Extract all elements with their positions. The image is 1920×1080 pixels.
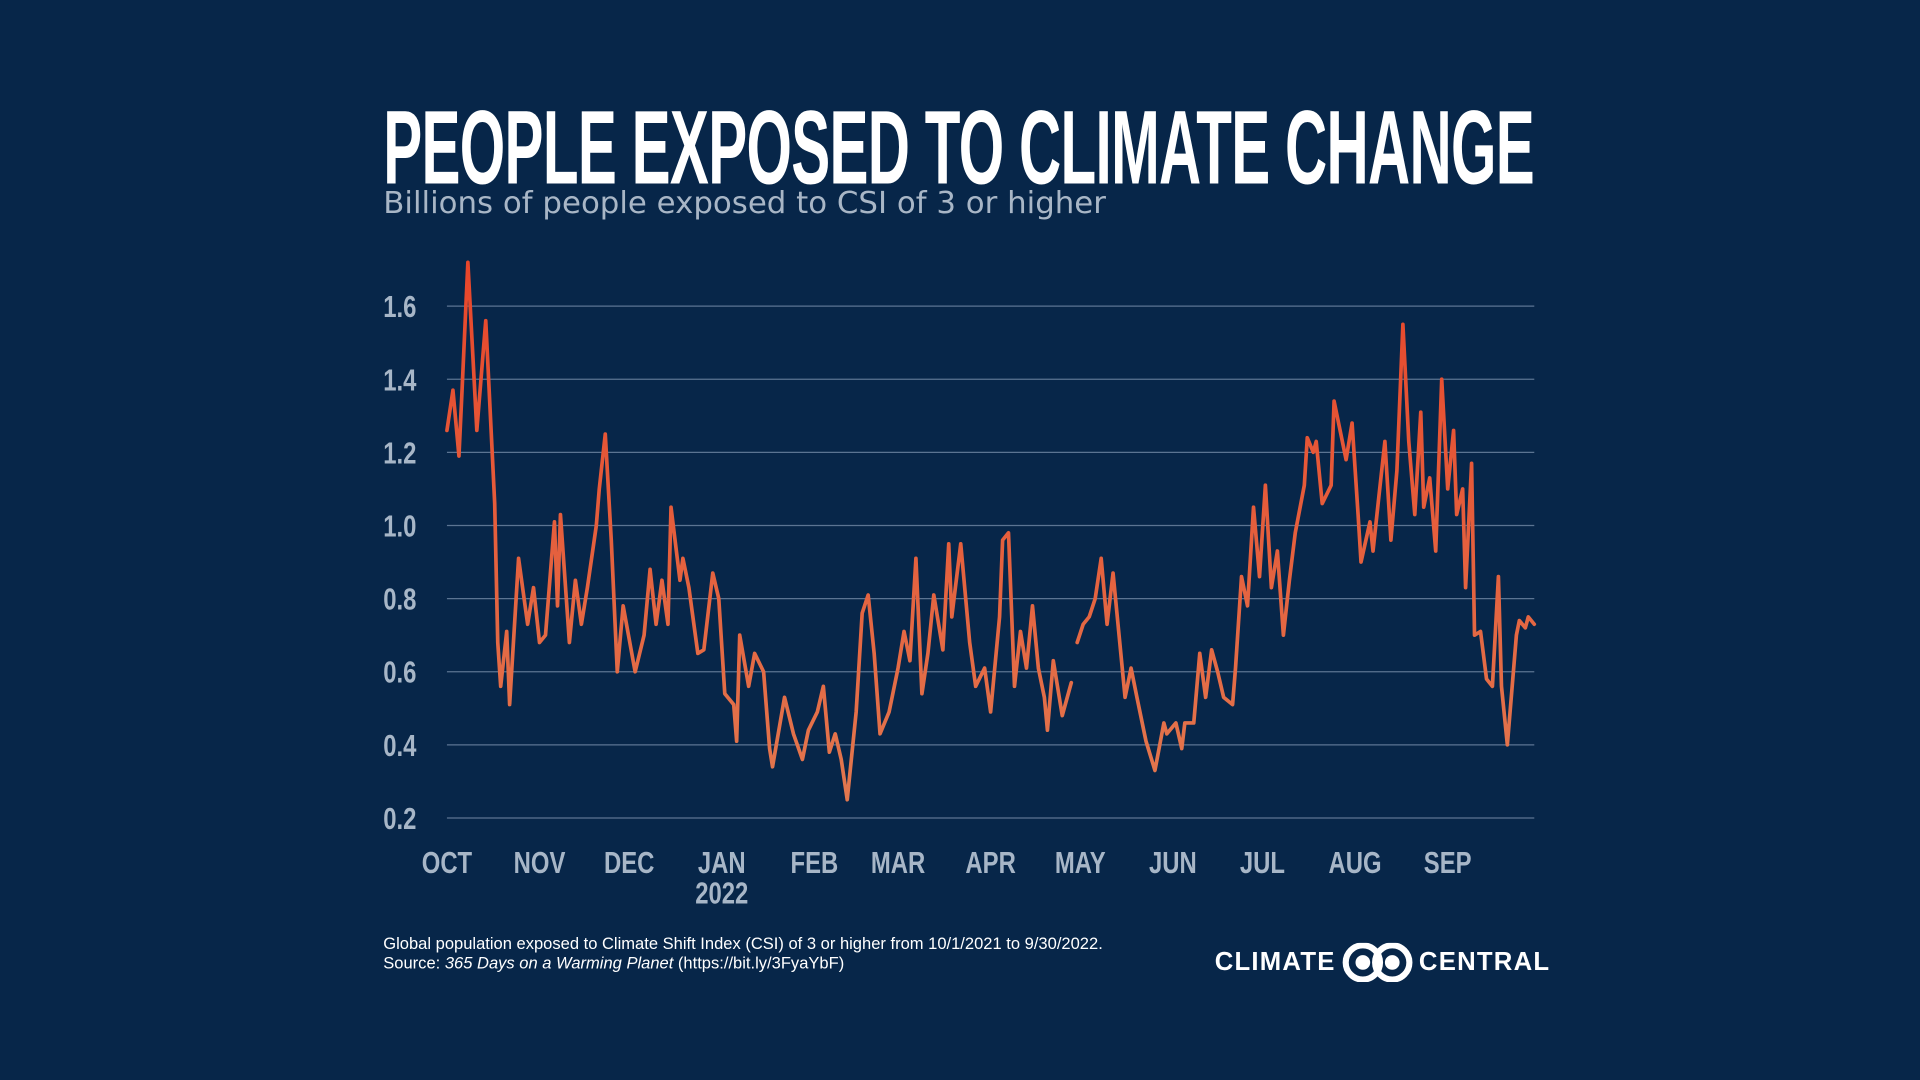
interlocking-circles-icon (1342, 942, 1413, 983)
source-link[interactable]: (https://bit.ly/3FyaYbF) (673, 953, 845, 973)
x-tick-label: JUN (1149, 845, 1197, 880)
y-tick-label: 0.2 (383, 801, 416, 836)
y-tick-label: 0.6 (383, 655, 416, 690)
x-tick-label: DEC (604, 845, 655, 880)
x-tick-label: AUG (1329, 845, 1382, 880)
footnote-source: Source: 365 Days on a Warming Planet (ht… (383, 954, 1103, 974)
logo-text-right: CENTRAL (1418, 947, 1551, 976)
footnote: Global population exposed to Climate Shi… (383, 934, 1103, 973)
y-tick-label: 1.6 (383, 289, 416, 324)
x-tick-label: NOV (514, 845, 566, 880)
y-axis: 0.2 0.4 0.6 0.8 1.0 1.2 1.4 1.6 (383, 289, 417, 835)
page-title: PEOPLE EXPOSED TO CLIMATE CHANGE (383, 89, 1535, 207)
x-tick-label: APR (965, 845, 1016, 880)
series-line-segment (1075, 322, 1537, 773)
series-line-segment (445, 260, 1074, 802)
x-tick-year-label: 2022 (695, 876, 748, 911)
source-prefix: Source: (383, 953, 445, 973)
chart-subtitle: Billions of people exposed to CSI of 3 o… (383, 184, 1106, 221)
series-line (445, 260, 1537, 802)
climate-central-logo: CLIMATE CENTRAL (1214, 942, 1551, 983)
x-tick-label: MAY (1055, 845, 1106, 880)
y-tick-label: 0.8 (383, 582, 416, 617)
gridlines (446, 305, 1535, 819)
x-tick-label: JAN (698, 845, 746, 880)
y-tick-label: 0.4 (383, 728, 417, 763)
y-tick-label: 1.2 (383, 436, 416, 471)
y-tick-label: 1.0 (383, 509, 416, 544)
logo-text-left: CLIMATE (1214, 947, 1336, 976)
x-tick-label: FEB (791, 845, 839, 880)
source-title: 365 Days on a Warming Planet (444, 953, 674, 973)
y-tick-label: 1.4 (383, 362, 417, 397)
x-tick-label: OCT (422, 845, 473, 880)
x-tick-label: SEP (1424, 845, 1472, 880)
x-tick-label: MAR (871, 845, 926, 880)
x-tick-label: JUL (1240, 845, 1285, 880)
footnote-description: Global population exposed to Climate Shi… (383, 934, 1103, 953)
